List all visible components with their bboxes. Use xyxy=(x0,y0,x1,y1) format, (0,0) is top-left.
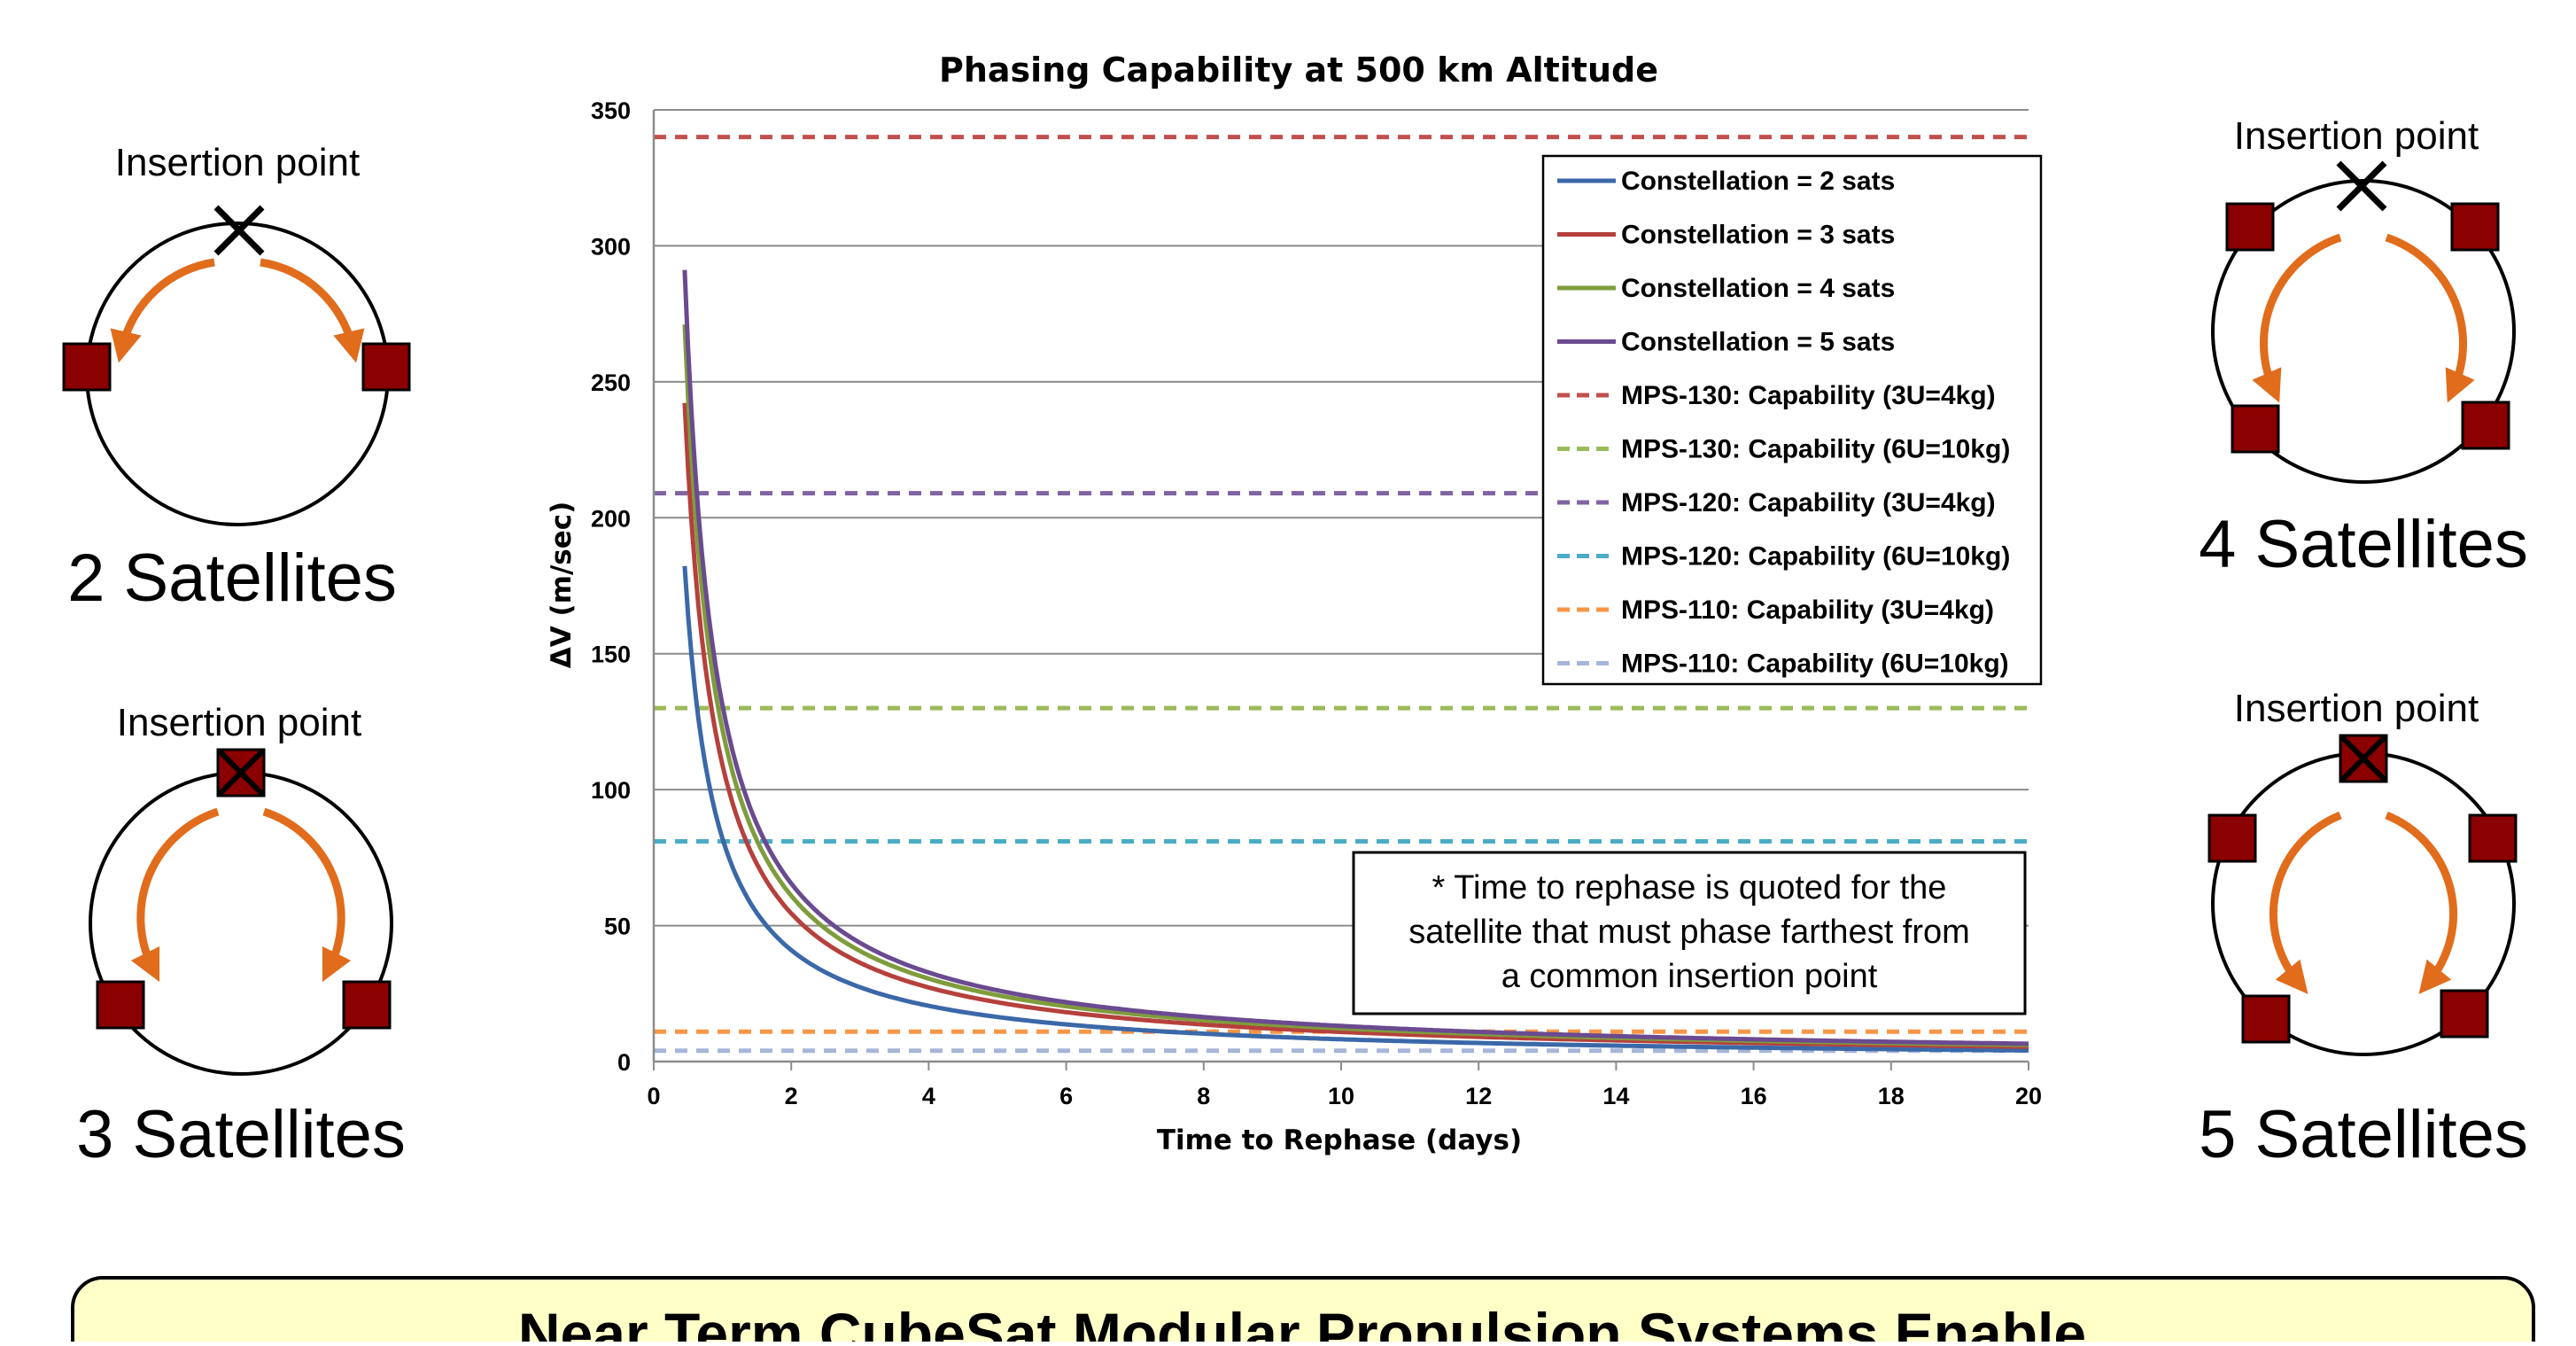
satellite-icon xyxy=(2207,813,2257,863)
note-line-2: satellite that must phase farthest from xyxy=(1408,914,1970,951)
legend-box xyxy=(1541,154,2043,686)
insertion-x-icon xyxy=(213,205,265,256)
insertion-x-icon xyxy=(2339,735,2387,782)
phasing-arrow-right xyxy=(2385,811,2458,994)
constellation-curve xyxy=(682,565,2029,1053)
x-tick-label: 6 xyxy=(1059,1083,1073,1109)
diagram-3-satellites: Insertion point 3 Satellites xyxy=(76,701,406,1172)
legend-label: Constellation = 4 sats xyxy=(1621,274,1895,303)
y-tick-label: 250 xyxy=(591,370,631,396)
y-tick-label: 0 xyxy=(617,1049,631,1076)
y-tick-label: 150 xyxy=(591,642,631,668)
x-axis-label: Time to Rephase (days) xyxy=(1157,1124,1522,1156)
note-line-1: * Time to rephase is quoted for the xyxy=(1432,869,1947,906)
diagram-caption: 5 Satellites xyxy=(2199,1097,2528,1172)
satellite-icon xyxy=(2450,202,2500,252)
diagram-caption: 2 Satellites xyxy=(67,541,397,616)
diagram-2-satellites: Insertion point 2 Satellites xyxy=(62,141,411,616)
constellation-curve xyxy=(682,269,2029,1046)
note-frame xyxy=(1352,851,2027,1015)
insertion-x-icon xyxy=(217,749,265,797)
legend-label: MPS-110: Capability (6U=10kg) xyxy=(1621,650,2009,679)
satellite-icon xyxy=(2225,202,2275,252)
legend-label: MPS-110: Capability (3U=4kg) xyxy=(1621,595,1994,625)
x-tick-label: 20 xyxy=(2015,1083,2042,1109)
legend-label: MPS-130: Capability (6U=10kg) xyxy=(1621,435,2010,464)
satellite-icon xyxy=(96,980,145,1030)
x-tick-label: 2 xyxy=(785,1083,798,1109)
x-tick-label: 0 xyxy=(647,1083,660,1109)
insertion-point-label: Insertion point xyxy=(117,701,361,744)
chart-title: Phasing Capability at 500 km Altitude xyxy=(939,51,1658,89)
bottom-banner: Near Term CubeSat Modular Propulsion Sys… xyxy=(71,1276,2535,1346)
axes: 0 50 100 150 200 250 300 350 0 2 4 6 8 10 12 14 16 18 20 xyxy=(591,97,2042,1109)
satellite-icon xyxy=(2231,404,2280,454)
phasing-arrow-right xyxy=(260,258,365,363)
y-tick-label: 350 xyxy=(591,97,631,124)
constellation-curves xyxy=(682,269,2029,1053)
satellite-icon xyxy=(62,342,112,392)
legend: Constellation = 2 sats Constellation = 3 … xyxy=(1541,154,2043,686)
x-tick-label: 12 xyxy=(1465,1083,1492,1109)
note-line-3: a common insertion point xyxy=(1501,958,1878,995)
insertion-point-label: Insertion point xyxy=(2234,687,2479,730)
phasing-arrow-right xyxy=(2385,233,2475,403)
x-tick-label: 4 xyxy=(922,1083,935,1109)
satellite-icon xyxy=(2440,989,2489,1039)
y-tick-label: 100 xyxy=(591,777,631,804)
insertion-point-label: Insertion point xyxy=(115,141,360,184)
insertion-point-label: Insertion point xyxy=(2234,114,2479,158)
phasing-arrow-left xyxy=(130,807,220,983)
phasing-arrow-right xyxy=(262,807,352,983)
legend-label: Constellation = 3 sats xyxy=(1621,221,1895,250)
phasing-arrow-left xyxy=(2252,233,2342,403)
y-tick-label: 50 xyxy=(604,914,631,940)
y-tick-label: 200 xyxy=(591,505,631,532)
legend-label: Constellation = 5 sats xyxy=(1621,328,1895,357)
diagram-caption: 3 Satellites xyxy=(76,1097,406,1172)
satellite-icon xyxy=(2241,994,2291,1044)
satellite-icon xyxy=(2468,813,2518,863)
satellite-icon xyxy=(2461,401,2510,450)
x-tick-label: 14 xyxy=(1602,1083,1629,1109)
note-box: * Time to rephase is quoted for the sate… xyxy=(1352,851,2027,1015)
phasing-arrow-left xyxy=(110,258,215,363)
x-tick-label: 10 xyxy=(1328,1083,1354,1109)
banner-text: Near Term CubeSat Modular Propulsion Sys… xyxy=(518,1301,2086,1342)
legend-label: MPS-120: Capability (6U=10kg) xyxy=(1621,542,2010,572)
legend-label: Constellation = 2 sats xyxy=(1621,167,1895,196)
y-tick-label: 300 xyxy=(591,233,631,260)
orbit-circle xyxy=(85,222,390,526)
diagram-caption: 4 Satellites xyxy=(2199,507,2528,582)
legend-label: MPS-120: Capability (3U=4kg) xyxy=(1621,488,1996,517)
diagram-5-satellites: Insertion point 5 Satellites xyxy=(2199,687,2528,1172)
diagram-4-satellites: Insertion point 4 Satellites xyxy=(2199,114,2528,582)
x-tick-label: 18 xyxy=(1878,1083,1905,1109)
phasing-arrow-left xyxy=(2269,811,2342,994)
x-tick-label: 8 xyxy=(1197,1083,1210,1109)
phasing-chart: Phasing Capability at 500 km Altitude 0 5… xyxy=(546,51,2043,1156)
legend-label: MPS-130: Capability (3U=4kg) xyxy=(1621,381,1996,410)
satellite-icon xyxy=(361,342,411,392)
x-tick-label: 16 xyxy=(1741,1083,1767,1109)
insertion-x-icon xyxy=(2336,160,2387,212)
satellite-icon xyxy=(342,980,392,1030)
y-axis-label: ΔV (m/sec) xyxy=(546,502,578,669)
banner-frame xyxy=(71,1276,2535,1346)
